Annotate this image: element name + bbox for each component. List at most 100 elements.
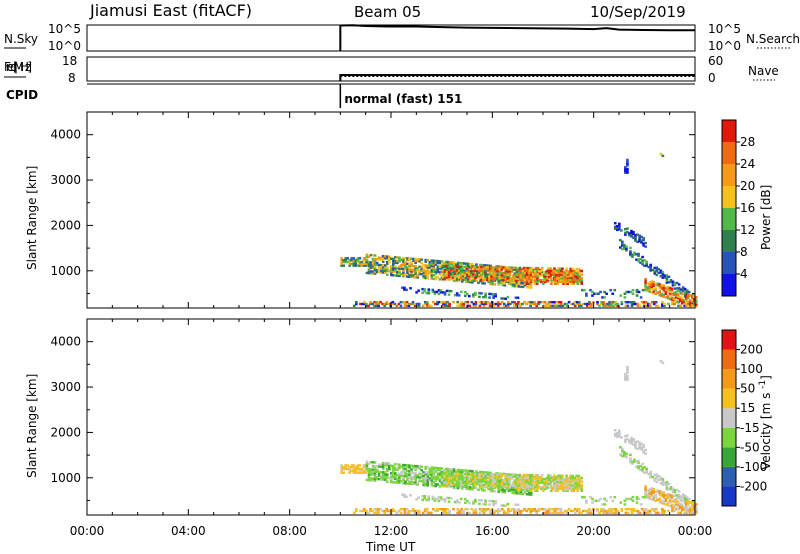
- heatmap-cell: [566, 278, 569, 282]
- heatmap-cell: [480, 266, 483, 269]
- heatmap-cell: [535, 489, 539, 493]
- heatmap-cell: [546, 484, 549, 487]
- heatmap-cell: [394, 472, 397, 475]
- heatmap-cell: [402, 481, 405, 485]
- heatmap-cell: [672, 299, 676, 302]
- heatmap-cell: [400, 470, 403, 474]
- heatmap-cell: [663, 509, 666, 513]
- heatmap-cell: [649, 265, 653, 268]
- heatmap-cell: [575, 474, 579, 478]
- heatmap-cell: [665, 279, 669, 282]
- heatmap-cell: [512, 486, 516, 489]
- heatmap-cell: [497, 283, 501, 286]
- heatmap-cell: [367, 473, 371, 476]
- heatmap-cell: [458, 511, 462, 515]
- heatmap-cell: [519, 285, 523, 288]
- heatmap-cell: [455, 269, 459, 272]
- cpid-panel: CPID normal (fast) 151: [6, 83, 695, 108]
- heatmap-cell: [644, 285, 647, 288]
- heatmap-cell: [420, 474, 424, 477]
- heatmap-cell: [444, 467, 448, 471]
- heatmap-cell: [525, 273, 529, 276]
- heatmap-cell: [412, 270, 415, 273]
- heatmap-cell: [544, 275, 547, 278]
- heatmap-cell: [406, 478, 409, 482]
- heatmap-cell: [415, 509, 419, 513]
- heatmap-cell: [492, 271, 495, 275]
- heatmap-cell: [569, 483, 572, 487]
- heatmap-cell: [644, 279, 647, 283]
- heatmap-cell: [434, 259, 438, 263]
- heatmap-cell: [492, 296, 495, 300]
- heatmap-cell: [634, 442, 637, 446]
- heatmap-cell: [623, 296, 627, 299]
- heatmap-cell: [453, 276, 457, 279]
- heatmap-cell: [352, 259, 356, 262]
- velocity-y-axis-label: Slant Range [km]: [25, 374, 39, 478]
- heatmap-cell: [488, 484, 491, 487]
- heatmap-cell: [375, 477, 379, 481]
- heatmap-cell: [458, 509, 462, 513]
- heatmap-cell: [648, 495, 652, 498]
- heatmap-cell: [576, 482, 580, 485]
- heatmap-cell: [661, 481, 665, 485]
- heatmap-cell: [424, 478, 428, 481]
- heatmap-cell: [629, 246, 632, 250]
- heatmap-cell: [494, 480, 497, 483]
- heatmap-cell: [402, 274, 405, 278]
- heatmap-cell: [443, 274, 447, 277]
- heatmap-cell: [502, 478, 506, 482]
- heatmap-cell: [400, 465, 403, 468]
- heatmap-cell: [381, 509, 384, 513]
- heatmap-cell: [574, 485, 578, 489]
- heatmap-cell: [569, 302, 573, 306]
- heatmap-cell: [394, 268, 397, 272]
- heatmap-cell: [408, 469, 411, 473]
- heatmap-cell: [404, 275, 407, 278]
- heatmap-cell: [407, 302, 411, 306]
- heatmap-cell: [577, 509, 581, 513]
- velocity-heatmap-cells: [340, 359, 698, 515]
- heatmap-cell: [404, 257, 407, 260]
- heatmap-cell: [494, 271, 497, 275]
- heatmap-cell: [686, 296, 690, 300]
- heatmap-cell: [425, 302, 429, 306]
- heatmap-cell: [504, 478, 508, 482]
- heatmap-cell: [652, 282, 656, 286]
- heatmap-cell: [418, 477, 421, 481]
- heatmap-cell: [684, 294, 688, 297]
- heatmap-cell: [623, 452, 626, 456]
- heatmap-cell: [441, 485, 445, 488]
- heatmap-cell: [446, 300, 449, 304]
- heatmap-cell: [443, 269, 447, 272]
- heatmap-cell: [463, 265, 467, 269]
- heatmap-cell: [562, 482, 565, 485]
- heatmap-cell: [679, 288, 683, 291]
- heatmap-cell: [371, 264, 375, 268]
- heatmap-cell: [472, 509, 476, 513]
- heatmap-cell: [472, 481, 475, 485]
- heatmap-cell: [626, 164, 629, 167]
- heatmap-cell: [496, 480, 500, 484]
- heatmap-cell: [474, 483, 477, 487]
- heatmap-cell: [642, 238, 645, 242]
- heatmap-cell: [557, 507, 561, 511]
- heatmap-cell: [529, 478, 533, 482]
- heatmap-cell: [683, 304, 686, 308]
- heatmap-cell: [468, 273, 471, 276]
- heatmap-cell: [474, 267, 477, 271]
- heatmap-cell: [445, 485, 449, 488]
- heatmap-cell: [615, 432, 619, 435]
- heatmap-cell: [365, 469, 369, 473]
- heatmap-cell: [405, 511, 409, 515]
- heatmap-cell: [666, 295, 670, 298]
- heatmap-cell: [529, 489, 533, 493]
- heatmap-cell: [358, 257, 362, 260]
- heatmap-cell: [525, 278, 529, 282]
- heatmap-cell: [485, 264, 488, 267]
- heatmap-cell: [671, 280, 675, 283]
- heatmap-cell: [641, 470, 644, 473]
- heatmap-cell: [444, 509, 447, 513]
- heatmap-cell: [400, 258, 403, 261]
- heatmap-cell: [560, 484, 563, 487]
